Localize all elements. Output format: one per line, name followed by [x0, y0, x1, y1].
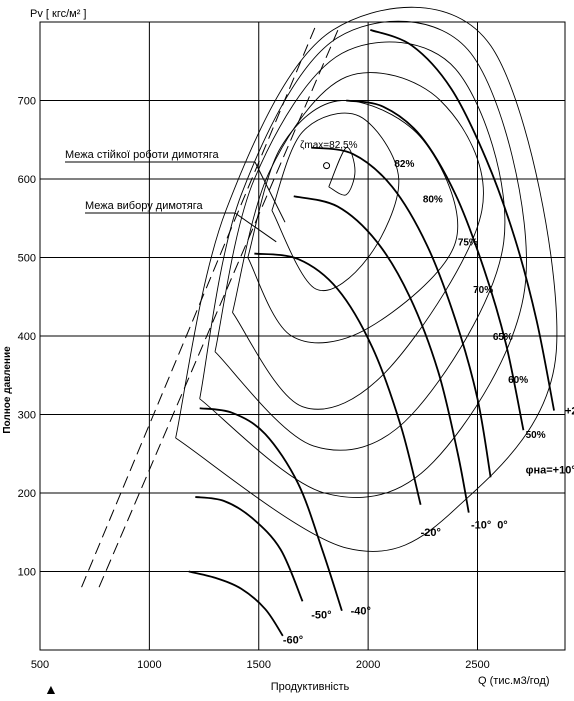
optimum-point-marker: [323, 162, 331, 170]
x-tick-label: 500: [31, 659, 49, 671]
blade-curve: [293, 195, 470, 513]
blade-curves: -60° -50° -40° -20° -10° 0° φна=+10° +20°: [188, 29, 574, 647]
blade-curve: [346, 99, 525, 431]
efficiency-label: 75%: [458, 238, 478, 249]
selection-limit-line: [98, 25, 341, 588]
x-tick-label: 1000: [137, 659, 161, 671]
blade-curve-label: -40°: [351, 606, 371, 618]
efficiency-contour: [199, 20, 527, 498]
selection-annotation-leader: [234, 212, 277, 243]
efficiency-label: 80%: [423, 195, 443, 206]
blade-curve-label: 0°: [497, 519, 508, 531]
efficiency-label: 50%: [526, 430, 546, 441]
blade-curve-label: φна=+10°: [526, 464, 574, 476]
blade-curve-label: -10°: [471, 519, 491, 531]
efficiency-curves: 82% 80% 75% 70% 65% 60% 50%: [175, 6, 558, 552]
efficiency-contour: [214, 41, 506, 451]
axes: 500 1000 1500 2000 2500 100 200 300 400 500 600 700: [18, 96, 490, 672]
efficiency-contour: [328, 147, 356, 196]
blade-curve-label: -20°: [421, 527, 441, 539]
grid-lines: [39, 21, 566, 651]
y-axis-top-label: Pv [ кгс/м² ]: [30, 8, 86, 20]
blade-curve: [199, 407, 343, 612]
y-tick-label: 200: [18, 488, 36, 500]
efficiency-contour: [271, 112, 400, 291]
stable-annotation-leader: [254, 161, 286, 223]
x-axis-label: Продуктивність: [271, 681, 350, 693]
efficiency-contour: [247, 100, 459, 344]
stable-limit-annotation: Межа стійкої роботи димотяга: [65, 149, 220, 161]
corner-glyph: ▲: [44, 681, 58, 697]
y-tick-label: 600: [18, 174, 36, 186]
y-tick-label: 700: [18, 96, 36, 108]
blade-curve-label: -60°: [283, 635, 303, 647]
blade-curve-label: +20°: [565, 406, 574, 418]
stable-limit-line: [81, 25, 317, 588]
efficiency-label: 60%: [508, 375, 528, 386]
blade-curve: [254, 252, 422, 505]
efficiency-contour: [232, 72, 484, 410]
y-tick-label: 400: [18, 331, 36, 343]
y-tick-label: 100: [18, 567, 36, 579]
blade-curve: [195, 496, 304, 602]
efficiency-label: 65%: [493, 332, 513, 343]
limit-lines: [65, 25, 341, 588]
efficiency-label: 82%: [394, 159, 414, 170]
y-tick-label: 300: [18, 410, 36, 422]
x-tick-label: 2500: [465, 659, 489, 671]
blade-curve-label: -50°: [311, 610, 331, 622]
selection-limit-annotation: Межа вибору димотяга: [85, 200, 204, 212]
x-tick-label: 1500: [247, 659, 271, 671]
y-axis-side-label: Полное давление: [2, 346, 13, 434]
efficiency-label: 70%: [473, 285, 493, 296]
blade-curve: [311, 146, 492, 478]
y-tick-label: 500: [18, 253, 36, 265]
zeta-max-annotation: ζmax=82,5%: [300, 140, 358, 151]
blade-curve: [369, 29, 555, 411]
efficiency-contour: [175, 6, 558, 552]
blade-curve: [188, 570, 284, 637]
x-tick-label: 2000: [356, 659, 380, 671]
x-axis-units-label: Q (тис.м3/год): [478, 675, 549, 687]
